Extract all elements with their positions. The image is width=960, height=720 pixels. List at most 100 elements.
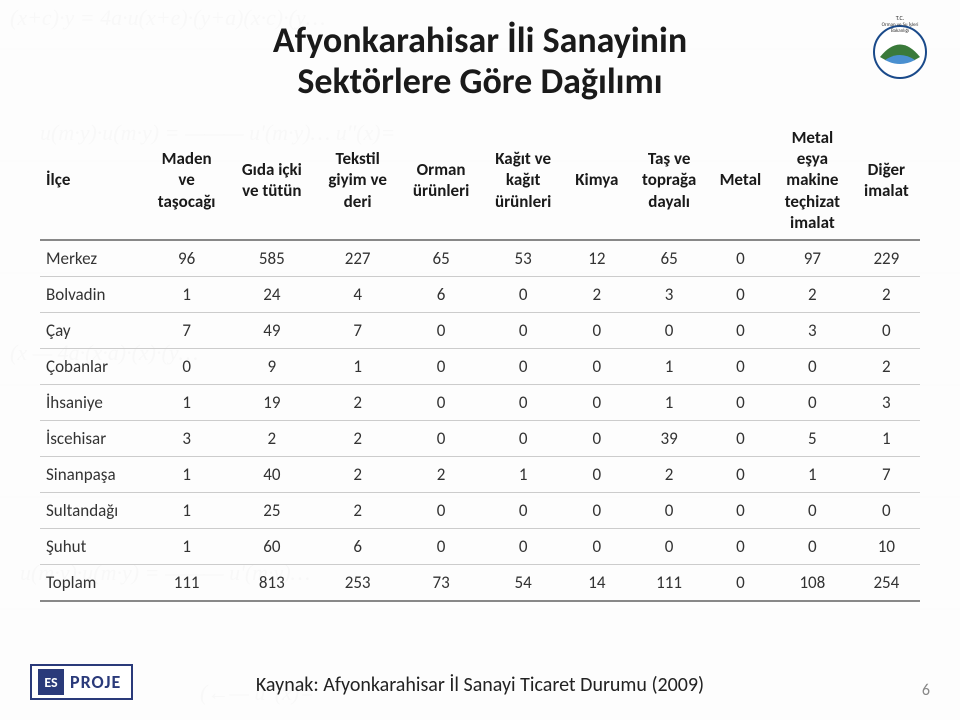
data-cell: 39 [629,421,708,457]
data-cell: 0 [400,529,482,565]
data-cell: 5 [772,421,853,457]
data-cell: 6 [400,277,482,313]
data-cell: 65 [400,240,482,277]
data-cell: 1 [145,277,229,313]
data-cell: 0 [482,493,564,529]
row-label: Toplam [40,565,145,602]
data-cell: 3 [772,313,853,349]
row-label: Çobanlar [40,349,145,385]
data-cell: 2 [853,277,920,313]
column-header: Taş vetoprağadayalı [629,121,708,240]
data-cell: 53 [482,240,564,277]
row-label: Şuhut [40,529,145,565]
column-header: Kimya [564,121,629,240]
data-cell: 0 [482,421,564,457]
data-cell: 0 [853,313,920,349]
table-row: Merkez9658522765531265097229 [40,240,920,277]
data-cell: 0 [482,349,564,385]
data-cell: 0 [400,349,482,385]
title-line-2: Sektörlere Göre Dağılımı [297,59,662,103]
data-cell: 2 [400,457,482,493]
data-cell: 1 [629,349,708,385]
data-cell: 0 [709,313,772,349]
data-cell: 1 [145,493,229,529]
data-cell: 108 [772,565,853,602]
data-cell: 49 [229,313,316,349]
column-header: Kağıt vekağıtürünleri [482,121,564,240]
title-line-1: Afyonkarahisar İli Sanayinin [273,18,687,62]
main-content: Afyonkarahisar İli Sanayinin Sektörlere … [0,0,960,612]
page-number: 6 [922,681,930,700]
data-cell: 0 [564,421,629,457]
data-cell: 0 [709,277,772,313]
data-cell: 73 [400,565,482,602]
data-cell: 12 [564,240,629,277]
page-title: Afyonkarahisar İli Sanayinin Sektörlere … [40,20,920,103]
data-cell: 1 [145,385,229,421]
column-header: İlçe [40,121,145,240]
data-cell: 4 [315,277,400,313]
row-label: Sultandağı [40,493,145,529]
data-cell: 2 [772,277,853,313]
data-cell: 0 [853,493,920,529]
data-cell: 0 [772,385,853,421]
data-cell: 25 [229,493,316,529]
data-cell: 1 [145,529,229,565]
data-cell: 24 [229,277,316,313]
data-cell: 0 [709,385,772,421]
data-cell: 111 [629,565,708,602]
data-cell: 1 [772,457,853,493]
data-cell: 0 [564,493,629,529]
data-cell: 3 [629,277,708,313]
table-row: Çay74970000030 [40,313,920,349]
data-cell: 1 [315,349,400,385]
data-cell: 10 [853,529,920,565]
data-cell: 0 [564,529,629,565]
data-cell: 2 [315,421,400,457]
data-cell: 254 [853,565,920,602]
data-cell: 6 [315,529,400,565]
data-cell: 813 [229,565,316,602]
data-cell: 0 [629,529,708,565]
data-cell: 0 [400,493,482,529]
row-label: İscehisar [40,421,145,457]
column-header: Madenvetaşocağı [145,121,229,240]
table-row: Bolvadin12446023022 [40,277,920,313]
data-cell: 0 [564,457,629,493]
data-cell: 0 [482,313,564,349]
data-cell: 54 [482,565,564,602]
row-label: Bolvadin [40,277,145,313]
data-cell: 0 [709,457,772,493]
column-header: Diğerimalat [853,121,920,240]
table-row: İhsaniye11920001003 [40,385,920,421]
svg-text:Orman ve Su İşleri: Orman ve Su İşleri [882,21,919,28]
table-row: Şuhut160600000010 [40,529,920,565]
svg-text:Bakanlığı: Bakanlığı [891,28,909,34]
table-body: Merkez9658522765531265097229Bolvadin1244… [40,240,920,601]
ministry-logo: T.C. Orman ve Su İşleri Bakanlığı [865,12,935,82]
source-citation: Kaynak: Afyonkarahisar İl Sanayi Ticaret… [0,673,960,697]
table-row: Çobanlar0910001002 [40,349,920,385]
data-cell: 2 [315,385,400,421]
data-cell: 3 [853,385,920,421]
svg-text:T.C.: T.C. [896,14,905,22]
data-cell: 0 [629,493,708,529]
data-cell: 1 [482,457,564,493]
data-cell: 9 [229,349,316,385]
row-label: Merkez [40,240,145,277]
row-label: Sinanpaşa [40,457,145,493]
data-cell: 0 [400,313,482,349]
data-cell: 0 [709,529,772,565]
data-cell: 0 [400,385,482,421]
data-cell: 3 [145,421,229,457]
data-cell: 0 [772,349,853,385]
column-header: Tekstilgiyim vederi [315,121,400,240]
data-cell: 1 [629,385,708,421]
data-cell: 1 [145,457,229,493]
data-cell: 2 [229,421,316,457]
data-cell: 0 [482,385,564,421]
data-cell: 1 [853,421,920,457]
table-row: Toplam1118132537354141110108254 [40,565,920,602]
data-cell: 253 [315,565,400,602]
data-cell: 0 [564,313,629,349]
